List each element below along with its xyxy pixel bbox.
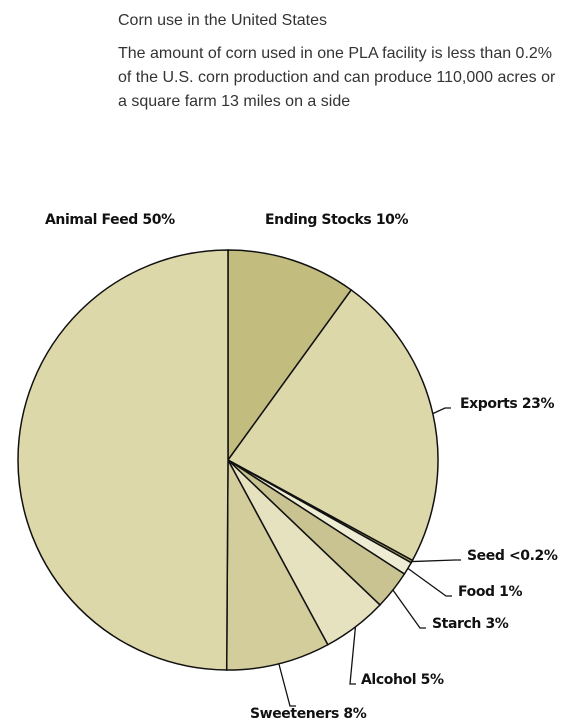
leader-line-sweeteners <box>278 663 296 707</box>
pie-label-starch: Starch 3% <box>432 616 509 632</box>
leader-line-seed <box>411 559 461 563</box>
leader-line-food <box>407 567 452 597</box>
pie-slice-ending-stocks <box>227 249 353 463</box>
pie-label-food: Food 1% <box>458 584 522 600</box>
pie-slice-animal-feed <box>17 249 229 671</box>
leader-line-exports <box>432 407 451 415</box>
pie-label-alcohol: Alcohol 5% <box>361 672 444 688</box>
pie-slice-sweeteners <box>225 459 329 671</box>
leader-line-starch <box>392 589 426 629</box>
chart-subtitle: The amount of corn used in one PLA facil… <box>118 45 556 110</box>
pie-label-sweeteners: Sweeteners 8% <box>250 706 367 722</box>
pie-label-ending-stocks: Ending Stocks 10% <box>265 212 409 228</box>
pie-label-exports: Exports 23% <box>460 396 555 412</box>
pie-label-seed: Seed <0.2% <box>467 548 558 564</box>
leader-line-alcohol <box>349 626 357 685</box>
pie-label-animal-feed: Animal Feed 50% <box>45 212 175 228</box>
chart-title: Corn use in the United States <box>118 12 328 29</box>
